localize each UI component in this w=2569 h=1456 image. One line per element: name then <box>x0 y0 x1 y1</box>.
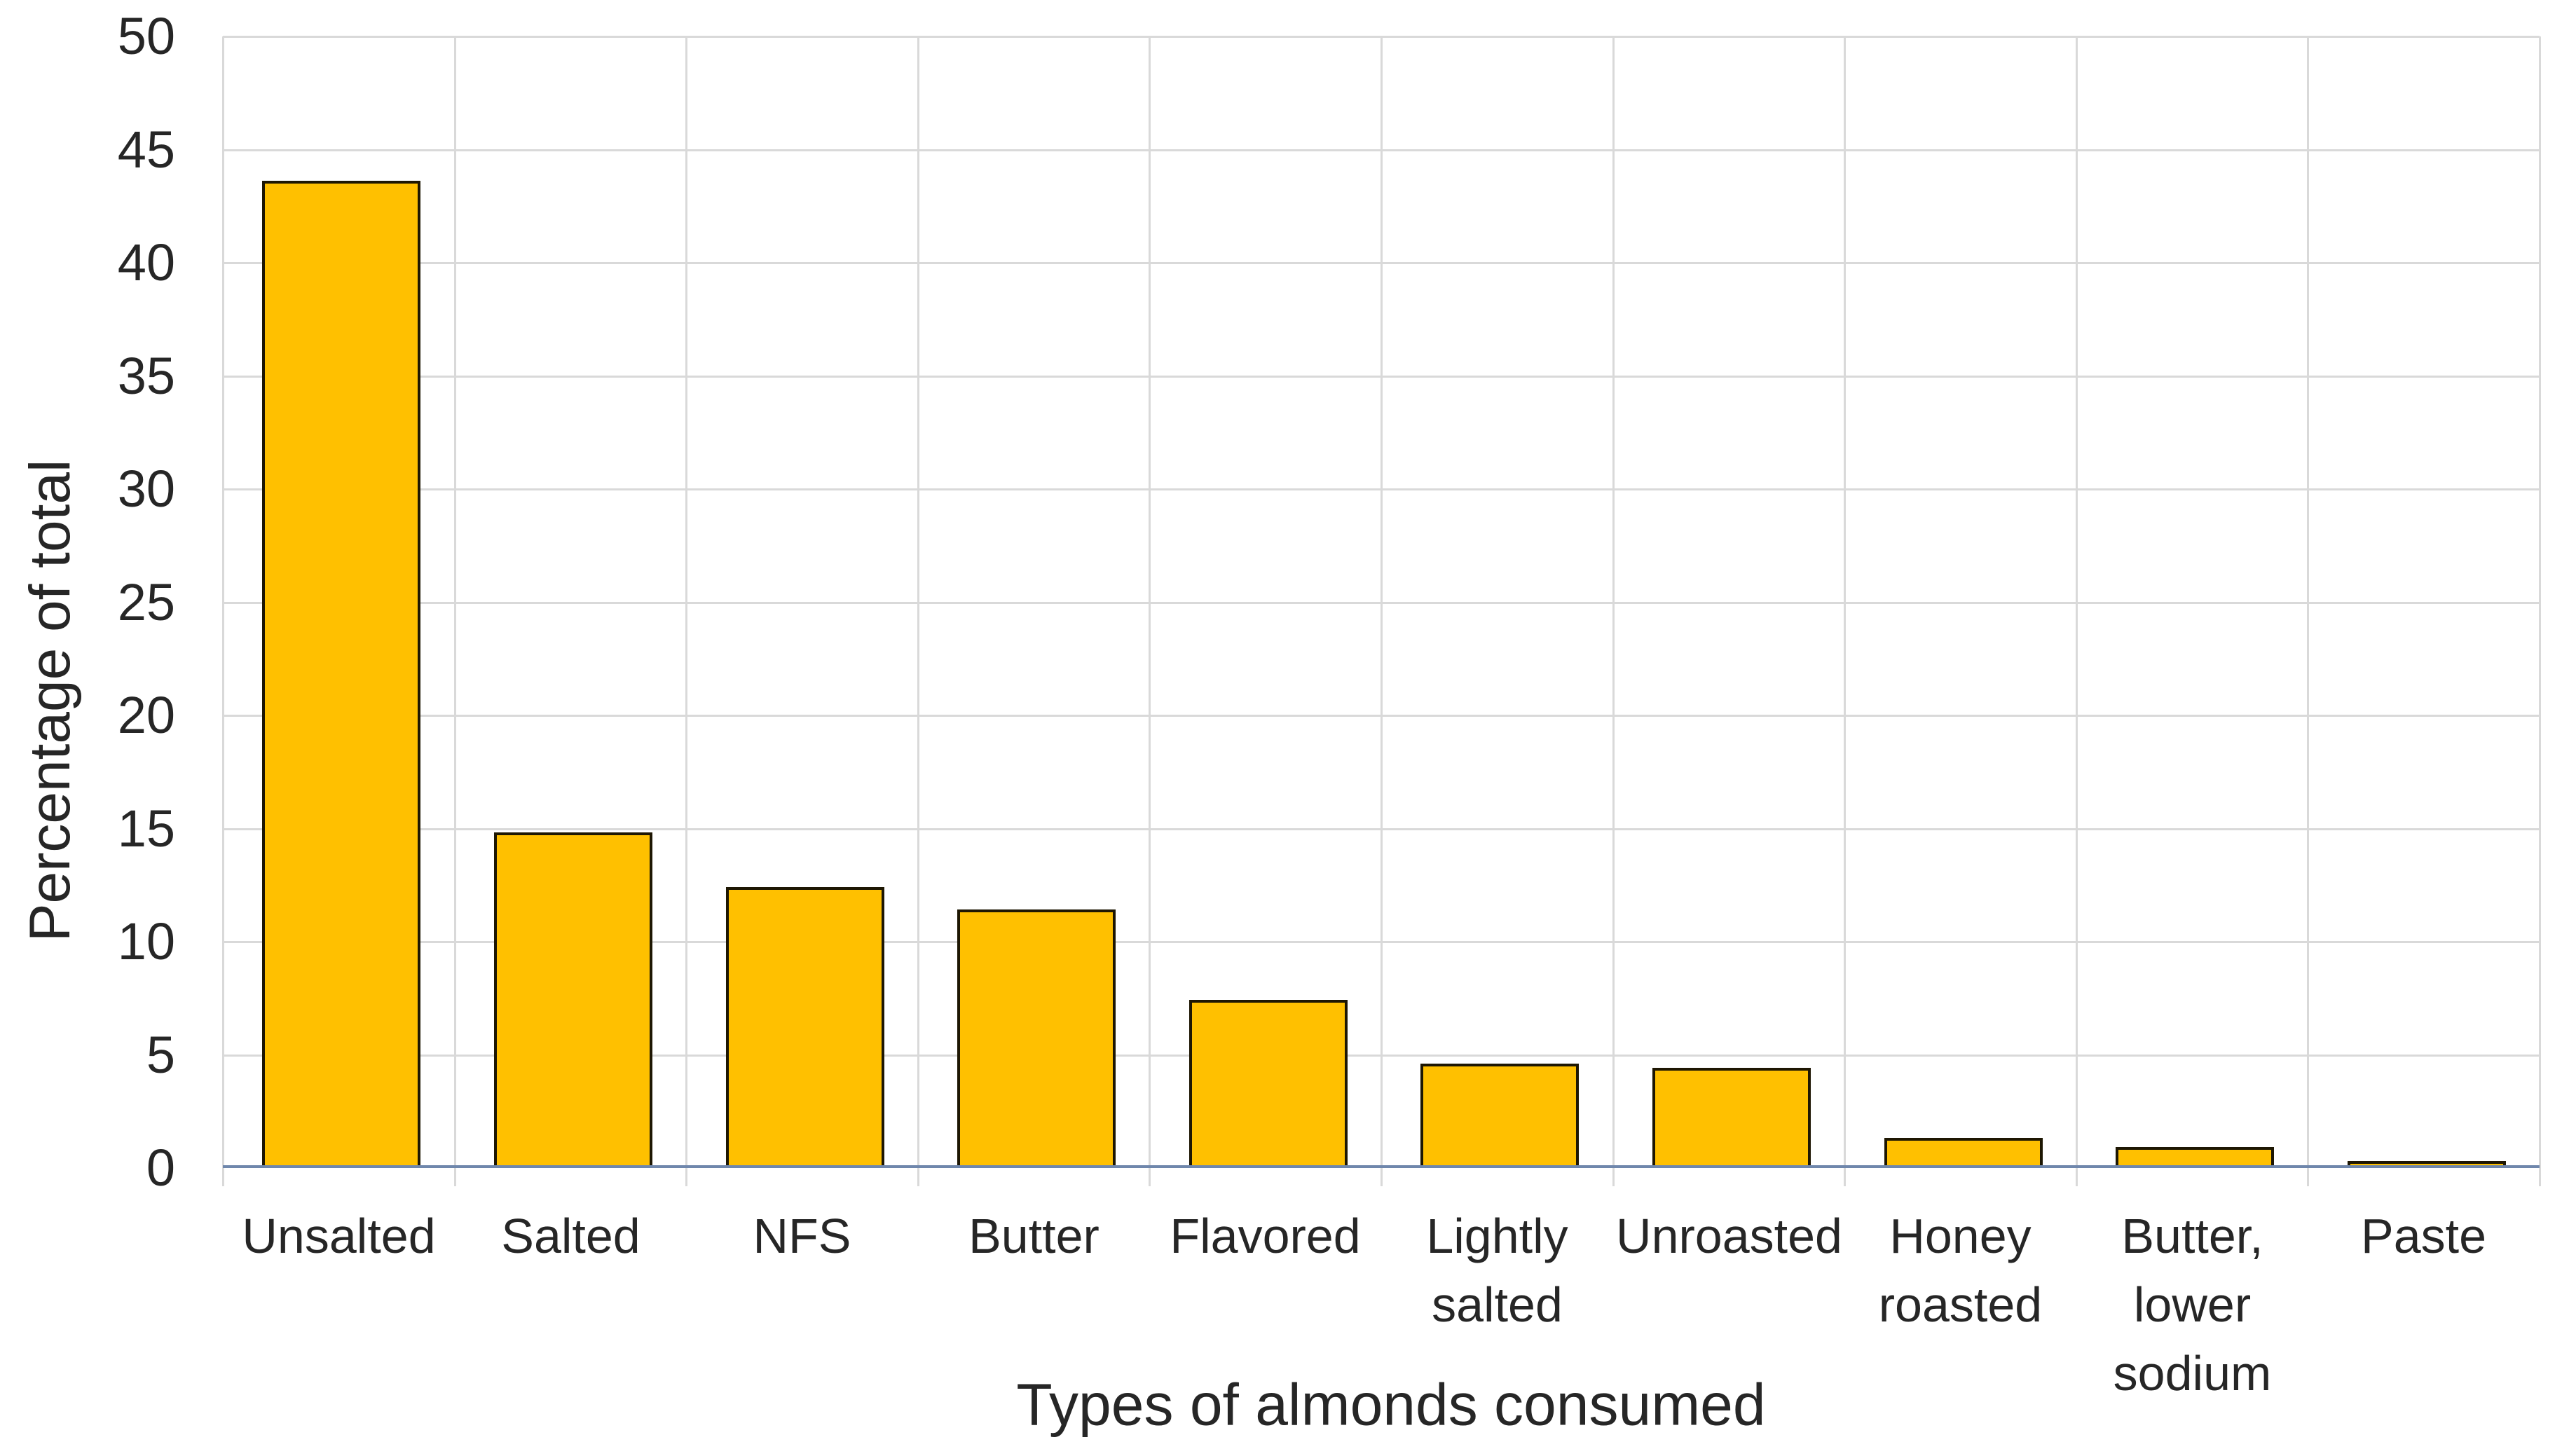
bar-unsalted <box>262 180 420 1168</box>
vertical-gridline <box>1612 36 1615 1186</box>
bar-honey-roasted <box>1884 1138 2043 1168</box>
bar-butter-lower-sodium <box>2116 1147 2274 1168</box>
vertical-gridline <box>1844 36 1846 1186</box>
y-tick-label: 0 <box>146 1139 175 1197</box>
y-tick-label: 35 <box>117 346 175 405</box>
bar-unroasted <box>1652 1068 1811 1168</box>
y-tick-label: 45 <box>117 120 175 179</box>
vertical-gridline <box>1381 36 1383 1186</box>
category-label: Honey roasted <box>1878 1209 2043 1332</box>
vertical-gridline <box>685 36 687 1186</box>
category-label: Butter <box>968 1209 1099 1263</box>
bar-salted <box>494 832 652 1168</box>
vertical-gridline <box>222 36 224 1186</box>
vertical-gridline <box>2076 36 2078 1186</box>
x-axis-title: Types of almonds consumed <box>1016 1371 1766 1438</box>
category-label: Lightly salted <box>1426 1209 1568 1332</box>
category-label: Salted <box>501 1209 640 1263</box>
y-tick-label: 40 <box>117 233 175 291</box>
y-tick-label: 5 <box>146 1025 175 1084</box>
x-axis-line <box>223 1165 2540 1168</box>
vertical-gridline <box>454 36 456 1186</box>
y-tick-label: 10 <box>117 912 175 970</box>
vertical-gridline <box>2539 36 2541 1186</box>
vertical-gridline <box>1149 36 1151 1186</box>
category-label: Unsalted <box>242 1209 436 1263</box>
bar-flavored <box>1189 1000 1348 1168</box>
bar-nfs <box>726 886 884 1168</box>
vertical-gridline <box>917 36 919 1186</box>
bar-lightly-salted <box>1420 1063 1579 1168</box>
plot-area <box>222 36 2541 1186</box>
category-label: Paste <box>2361 1209 2486 1263</box>
vertical-gridline <box>2307 36 2309 1186</box>
y-tick-label: 20 <box>117 686 175 744</box>
category-label: Unroasted <box>1616 1209 1842 1263</box>
category-label: Flavored <box>1170 1209 1361 1263</box>
y-tick-label: 15 <box>117 799 175 858</box>
y-tick-label: 25 <box>117 572 175 631</box>
y-tick-label: 30 <box>117 460 175 518</box>
category-label: NFS <box>753 1209 851 1263</box>
y-tick-label: 50 <box>117 7 175 65</box>
bar-butter <box>957 909 1116 1168</box>
category-label: Butter, lower sodium <box>2113 1209 2272 1401</box>
